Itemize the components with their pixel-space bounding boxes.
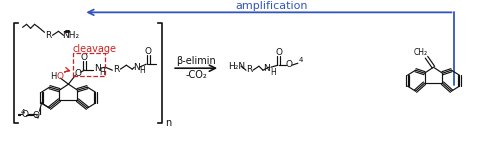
Text: H₂N: H₂N [228,62,245,71]
Text: H: H [99,68,105,77]
Text: -CO₂: -CO₂ [185,70,207,80]
Text: O: O [81,53,88,62]
Text: O: O [276,48,282,57]
Text: O: O [75,69,82,78]
Text: 4: 4 [299,57,303,63]
Text: O: O [32,111,39,120]
Text: N: N [264,64,270,73]
Text: 4: 4 [20,109,25,115]
Text: n: n [165,118,171,128]
Text: NH₂: NH₂ [62,31,79,40]
Text: O: O [21,110,28,119]
Text: O: O [57,72,64,81]
Text: R: R [246,65,252,74]
Text: 4: 4 [35,114,39,120]
Text: R: R [113,65,120,74]
Text: N: N [133,63,140,72]
Text: O: O [145,47,152,56]
Text: amplification: amplification [236,1,308,11]
Text: H: H [139,66,145,75]
Text: CH₂: CH₂ [413,48,428,57]
Text: cleavage: cleavage [72,44,116,54]
Text: H: H [270,68,276,77]
Text: R: R [46,31,52,40]
Text: O: O [286,60,292,69]
Text: H: H [50,72,57,81]
Text: β-elimin: β-elimin [176,56,216,66]
Text: N: N [94,64,101,73]
